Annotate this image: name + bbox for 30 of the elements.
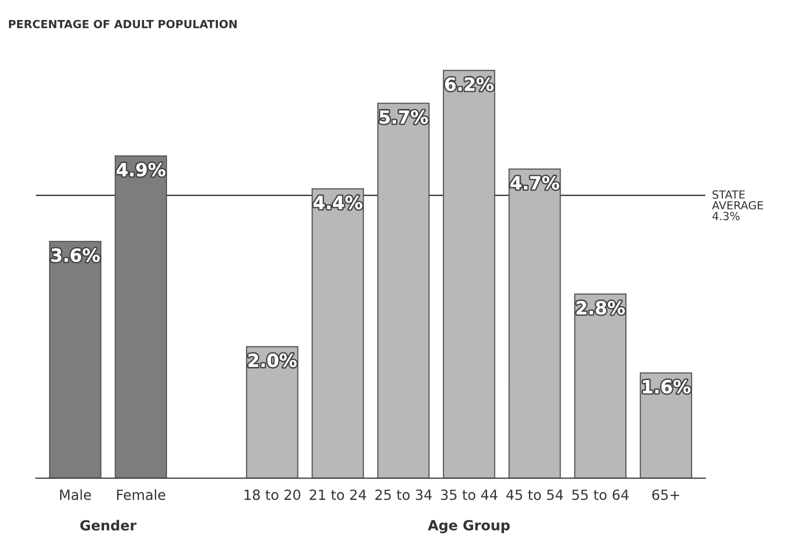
- chart-title: PERCENTAGE OF ADULT POPULATION: [8, 20, 237, 28]
- bar: [377, 102, 430, 478]
- data-label: 6.2%: [445, 77, 494, 91]
- bar: [312, 188, 364, 478]
- data-label: 2.0%: [248, 354, 297, 368]
- bar: [574, 293, 626, 478]
- ref-line-label: STATE AVERAGE 4.3%: [712, 190, 764, 220]
- text: Gender: [80, 520, 136, 531]
- x-tick-label: Female: [117, 489, 166, 500]
- bar: [114, 155, 168, 478]
- bar: [246, 346, 298, 478]
- data-label: 4.4%: [314, 196, 362, 210]
- data-label: 4.7%: [510, 176, 560, 190]
- x-tick-label: 35 to 44: [441, 490, 498, 500]
- data-label: 4.9%: [116, 162, 166, 176]
- x-tick-label: 45 to 54: [506, 490, 563, 500]
- data-label: 3.6%: [51, 248, 100, 262]
- x-tick-label: 65+: [652, 490, 680, 500]
- x-tick-label: 18 to 20: [244, 490, 300, 500]
- bar: [49, 240, 102, 478]
- x-tick-label: 25 to 34: [375, 490, 432, 500]
- data-label: 5.7%: [380, 110, 428, 124]
- x-tick-label: 55 to 64: [572, 490, 629, 500]
- bar: [442, 70, 496, 478]
- x-tick-label: Male: [60, 489, 91, 500]
- data-label: 2.8%: [576, 300, 625, 315]
- bar: [508, 168, 561, 478]
- data-label: 1.6%: [642, 380, 690, 394]
- x-tick-label: 21 to 24: [310, 490, 366, 500]
- text: Age Group: [428, 520, 510, 534]
